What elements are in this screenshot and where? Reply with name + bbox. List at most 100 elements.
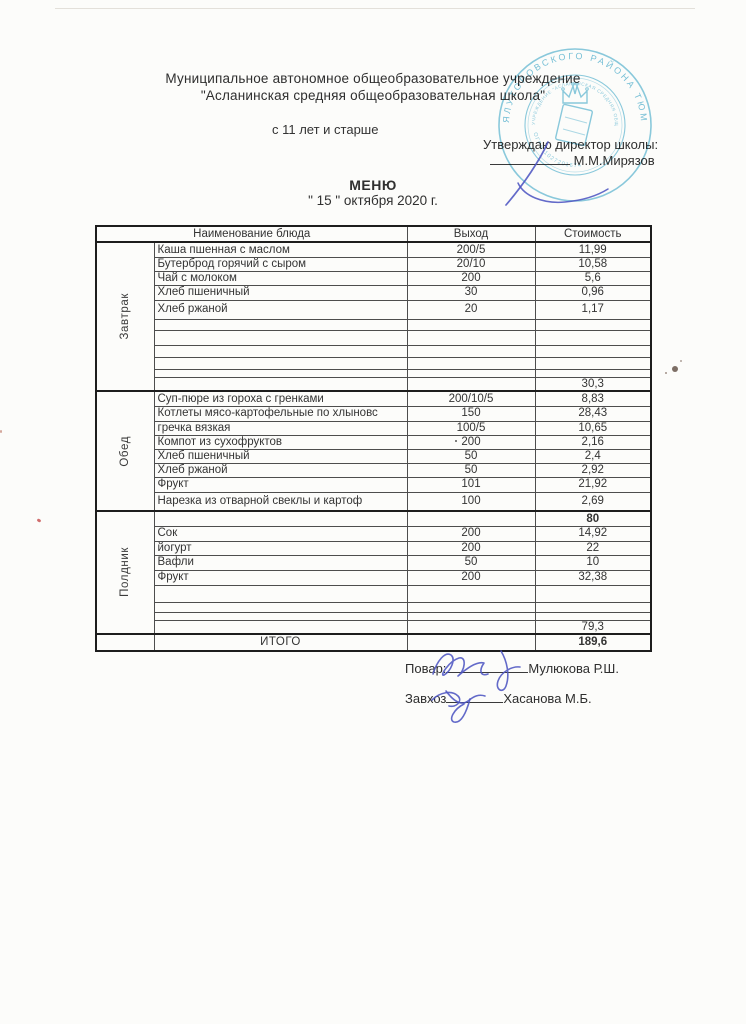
cook-signature-line: Повар: Мулюкова Р.Ш. [405,661,619,676]
table-row: Хлеб ржаной 50 2,92 [96,462,652,478]
menu-table: Наименование блюда Выход Стоимость Завтрак К… [95,225,652,652]
table-row: 79,3 [96,619,652,635]
portion-cell [406,611,536,621]
portion-cell [406,368,536,378]
table-row [96,611,652,621]
table-row: Котлеты мясо-картофельные по хлыновс 150 2… [96,405,652,422]
table-row [96,318,652,331]
portion-cell [406,318,536,331]
table-header-row: Наименование блюда Выход Стоимость [95,225,652,243]
signature-underline [446,691,504,703]
scan-speck-dark [665,372,667,374]
table-row [96,584,652,603]
portion-cell [406,329,536,346]
cost-cell: 28,43 [534,405,652,422]
total-row: ИТОГО 189,6 [95,632,652,652]
dish-name-cell [153,318,408,331]
dish-name-cell: йогурт [153,540,408,556]
director-pen-signature [505,141,609,206]
dish-name-cell [153,601,408,613]
portion-cell: 20/10 [406,256,536,272]
table-row: Фрукт 101 21,92 [96,476,652,493]
portion-cell: 200 [406,434,536,450]
total-section-cell [95,632,155,652]
table-row: гречка вязкая 100/5 10,65 [96,420,652,436]
scan-speck-dark [680,360,682,362]
section-label: Обед [95,390,155,512]
dish-name-cell: Бутерброд горячий с сыром [153,256,408,272]
signature-underline [490,153,570,165]
dish-name-cell: Нарезка из отварной свеклы и картоф [153,491,408,512]
cost-cell: 30,3 [534,376,652,392]
table-row: Полдник 80 [95,510,652,635]
cost-cell: 10,65 [534,420,652,436]
cost-cell: 14,92 [534,525,652,542]
cost-cell [534,318,652,331]
portion-cell [406,376,536,392]
dish-name-cell [153,510,408,527]
cost-cell: 79,3 [534,619,652,635]
portion-cell: 200 [406,270,536,286]
menu-table-container: Наименование блюда Выход Стоимость Завтрак К… [95,225,652,652]
cost-cell [534,601,652,613]
total-label-cell: ИТОГО [153,632,408,652]
cost-cell: 11,99 [534,241,652,258]
scan-speck-red [36,518,42,523]
dish-name-cell: Хлеб пшеничный [153,284,408,301]
cook-pen-signature [432,650,521,692]
dish-name-cell [153,368,408,378]
cost-cell [534,584,652,603]
portion-cell [406,510,536,527]
table-row: Обед Суп-пюре из гороха с гренками 200/10/… [95,390,652,512]
scan-speck [0,430,2,433]
dish-name-cell: Фрукт [153,476,408,493]
director-signature-line: М.М.Мирязов [490,153,655,168]
portion-cell: 200 [406,569,536,586]
dish-name-cell: Компот из сухофруктов [153,434,408,450]
page-title: МЕНЮ [349,177,397,193]
dish-name-cell: Фрукт [153,569,408,586]
cost-cell [534,329,652,346]
dish-name-cell: Хлеб ржаной [153,299,408,320]
portion-cell: 101 [406,476,536,493]
table-row: Сок 200 14,92 [96,525,652,542]
portion-cell [406,356,536,370]
portion-cell [406,619,536,635]
table-row: Нарезка из отварной свеклы и картоф 100 2,… [96,491,652,512]
table-row: Фрукт 200 32,38 [96,569,652,586]
org-name-line2: "Асланинская средняя общеобразовательная… [200,88,546,103]
table-row [96,368,652,378]
cost-cell: 2,69 [534,491,652,512]
table-row: Хлеб пшеничный 30 0,96 [96,284,652,301]
steward-name: Хасанова М.Б. [503,691,592,706]
cost-cell [534,611,652,621]
table-row: Завтрак Каша пшенная с маслом 200/5 11,99 [95,241,652,392]
dish-name-cell [153,611,408,621]
section-label-text: Обед [119,435,132,467]
portion-cell: 20 [406,299,536,320]
table-row: Чай с молоком 200 5,6 [96,270,652,286]
dish-name-cell [153,329,408,346]
dish-name-cell [153,619,408,635]
table-row: йогурт 200 22 [96,540,652,556]
portion-cell: 100/5 [406,420,536,436]
table-row: Хлеб ржаной 20 1,17 [96,299,652,320]
portion-cell: 30 [406,284,536,301]
table-row [96,344,652,358]
table-row: Компот из сухофруктов 200 2,16 [96,434,652,450]
cook-name: Мулюкова Р.Ш. [528,661,619,676]
table-row: Вафли 50 10 [96,554,652,571]
cost-cell [534,344,652,358]
cost-cell: 2,16 [534,434,652,450]
dish-name-cell [153,376,408,392]
dish-name-cell: Вафли [153,554,408,571]
director-name: М.М.Мирязов [573,153,655,168]
age-group-note: с 11 лет и старше [272,122,379,137]
cost-cell: 2,4 [534,448,652,464]
cost-cell [534,368,652,378]
table-row [96,329,652,346]
dish-name-cell: Котлеты мясо-картофельные по хлыновс [153,405,408,422]
section-label-text: Завтрак [119,293,132,340]
portion-cell: 50 [406,462,536,478]
table-row: 30,3 [96,376,652,392]
